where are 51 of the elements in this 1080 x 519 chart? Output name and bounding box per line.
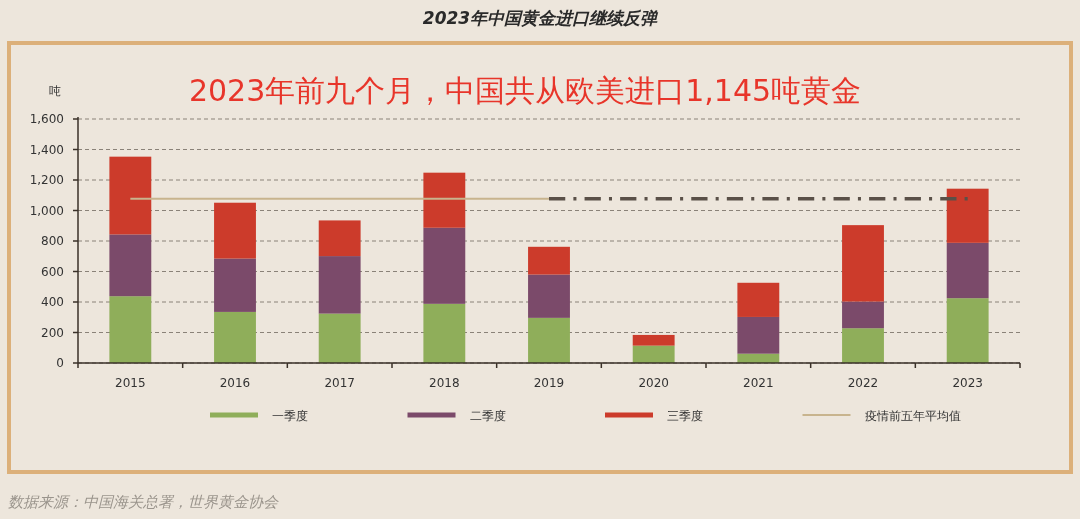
y-tick-label: 600 <box>41 264 64 279</box>
bar <box>318 256 361 314</box>
chart-subtitle: 2023年前九个月，中国共从欧美进口1,145吨黄金 <box>188 73 862 108</box>
bar <box>214 311 256 363</box>
bar <box>842 301 884 329</box>
y-tick-label: 0 <box>56 356 64 370</box>
bar <box>946 188 989 243</box>
legend-label: 二季度 <box>469 409 506 423</box>
legend-label: 疫情前五年平均值 <box>864 409 961 423</box>
legend-label: 一季度 <box>272 409 308 423</box>
bar <box>632 334 675 346</box>
y-tick-label: 1,400 <box>29 142 64 157</box>
source-note: 数据来源：中国海关总署，世界黄金协会 <box>8 493 279 511</box>
y-tick-label: 1,600 <box>29 112 64 126</box>
x-tick-label: 2017 <box>324 376 355 390</box>
y-tick-label: 200 <box>41 325 64 340</box>
bar <box>318 313 361 363</box>
bar <box>528 274 570 318</box>
y-tick-label: 1,000 <box>29 203 64 218</box>
bar <box>109 296 152 363</box>
x-tick-label: 2020 <box>638 376 669 390</box>
bar <box>528 317 570 363</box>
bar <box>423 172 466 228</box>
bar <box>737 282 780 317</box>
x-tick-label: 2019 <box>533 376 565 390</box>
x-tick-label: 2018 <box>429 376 460 390</box>
bar <box>946 298 989 363</box>
bar <box>109 234 152 297</box>
x-tick-label: 2021 <box>743 376 774 390</box>
bar <box>214 258 256 312</box>
bar <box>423 227 466 304</box>
bar <box>318 220 361 257</box>
bar <box>214 202 256 259</box>
y-axis-title: 吨 <box>49 84 61 98</box>
y-tick-label: 400 <box>41 295 64 309</box>
bar <box>842 225 884 302</box>
x-tick-label: 2022 <box>847 376 879 390</box>
bar <box>632 345 675 363</box>
legend-label: 三季度 <box>667 409 703 423</box>
y-tick-label: 800 <box>41 234 64 248</box>
x-tick-label: 2015 <box>115 376 146 390</box>
x-tick-label: 2016 <box>219 376 251 390</box>
bar <box>946 242 989 299</box>
x-tick-label: 2023 <box>952 376 983 390</box>
bar <box>423 303 466 363</box>
bar <box>528 246 570 275</box>
bar <box>737 316 780 354</box>
bar <box>109 156 152 235</box>
chart-title: 2023年中国黄金进口继续反弹 <box>422 8 660 28</box>
y-tick-label: 1,200 <box>29 173 64 187</box>
bar <box>842 328 884 363</box>
